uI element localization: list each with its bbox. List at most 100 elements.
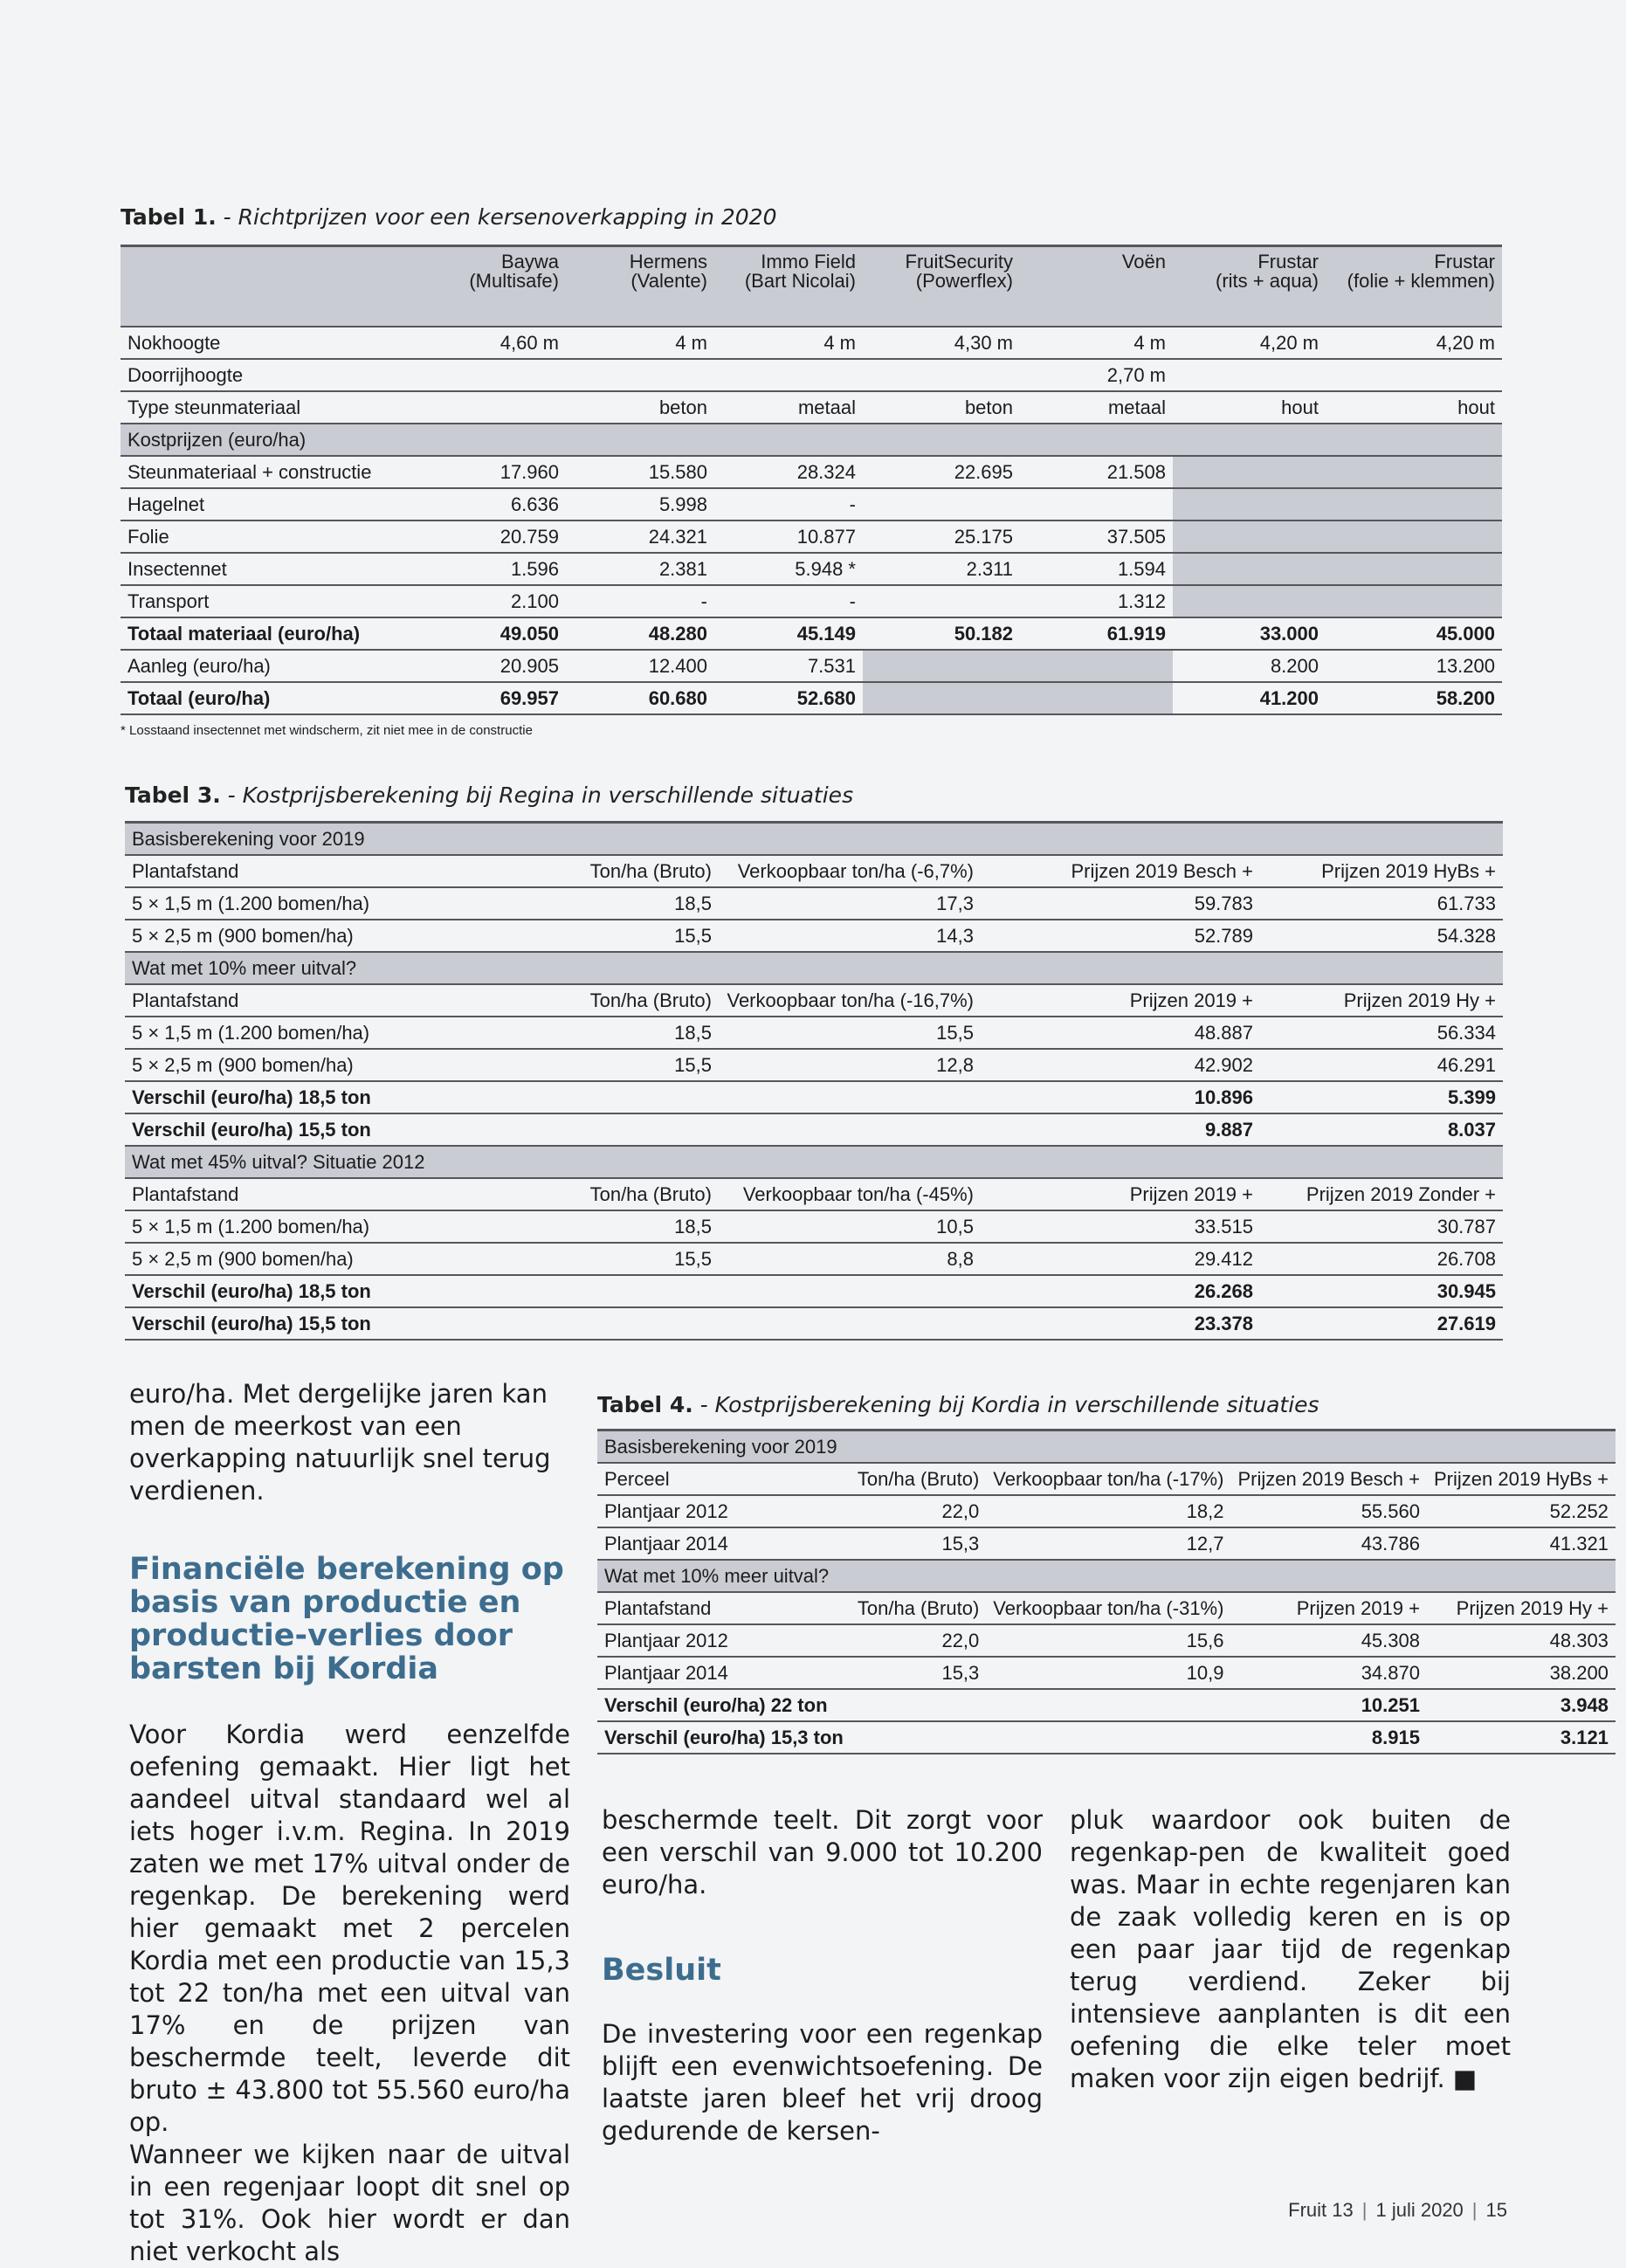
table-row: Totaal (euro/ha) 69.957 60.680 52.680 41.200… (121, 682, 1502, 715)
cell: 10.896 (981, 1081, 1260, 1114)
header-cell: Hermens (Valente) (566, 245, 714, 327)
row-label: Totaal materiaal (euro/ha) (121, 617, 417, 651)
cell: 56.334 (1260, 1017, 1503, 1050)
cell: 5.399 (1260, 1081, 1503, 1114)
table-row: Basisberekening voor 2019 (597, 1430, 1616, 1464)
cell: 1.596 (417, 553, 566, 586)
row-label: 5 × 1,5 m (1.200 bomen/ha) (125, 1210, 457, 1244)
cell: 61.733 (1260, 887, 1503, 920)
cell: Prijzen 2019 Besch + (1230, 1463, 1427, 1496)
section-heading: Besluit (602, 1953, 721, 1988)
cell (1326, 456, 1502, 489)
cell: 4,30 m (863, 327, 1020, 360)
cell: beton (566, 391, 714, 424)
cell (1020, 488, 1173, 521)
date: 1 juli 2020 (1375, 2199, 1464, 2221)
caption-label: Tabel 3. (125, 782, 221, 808)
table-row: Wat met 45% uitval? Situatie 2012 (125, 1146, 1503, 1179)
cell: 41.321 (1426, 1527, 1616, 1561)
cell: 41.200 (1173, 682, 1326, 715)
cell: 34.870 (1230, 1657, 1427, 1690)
table-row: Plantafstand Ton/ha (Bruto) Verkoopbaar to… (125, 984, 1503, 1017)
cell: 18,2 (986, 1495, 1231, 1528)
cell: 43.786 (1230, 1527, 1427, 1561)
header-cell: Voën (1020, 245, 1173, 327)
cell (986, 1721, 1231, 1754)
cell: 8.200 (1173, 650, 1326, 683)
table-row: Plantjaar 2014 15,3 10,9 34.870 38.200 (597, 1657, 1616, 1690)
table-row: 5 × 2,5 m (900 bomen/ha) 15,5 8,8 29.412 26.… (125, 1243, 1503, 1276)
cell: 27.619 (1260, 1307, 1503, 1341)
cell: Verkoopbaar ton/ha (-31%) (986, 1592, 1231, 1625)
cell: 45.308 (1230, 1624, 1427, 1658)
cell (863, 488, 1020, 521)
row-label: Verschil (euro/ha) 22 ton (597, 1689, 851, 1722)
cell: 2.381 (566, 553, 714, 586)
cell: 9.887 (981, 1113, 1260, 1147)
cell: 26.268 (981, 1275, 1260, 1308)
cell: 48.887 (981, 1017, 1260, 1050)
cell: 42.902 (981, 1049, 1260, 1082)
cell: beton (863, 391, 1020, 424)
row-label: Plantafstand (125, 1178, 457, 1211)
cell: Prijzen 2019 Zonder + (1260, 1178, 1503, 1211)
caption-text: - Kostprijsberekening bij Regina in vers… (227, 782, 854, 808)
row-label: Steunmateriaal + constructie (121, 456, 417, 489)
header-cell: Frustar (rits + aqua) (1173, 245, 1326, 327)
table-row: 5 × 1,5 m (1.200 bomen/ha) 18,5 17,3 59.783… (125, 887, 1503, 920)
table-row: Verschil (euro/ha) 15,3 ton 8.915 3.121 (597, 1721, 1616, 1754)
cell: Verkoopbaar ton/ha (-6,7%) (719, 855, 981, 888)
cell (986, 1689, 1231, 1722)
paragraph: De investering voor een regenkap blijft … (602, 2019, 1043, 2146)
table-row: Folie 20.759 24.321 10.877 25.175 37.505 (121, 520, 1502, 554)
cell: 8.915 (1230, 1721, 1427, 1754)
row-label: Hagelnet (121, 488, 417, 521)
paragraph: beschermde teelt. Dit zorgt voor een ver… (602, 1805, 1043, 1899)
cell (719, 1307, 981, 1341)
cell: Ton/ha (Bruto) (850, 1463, 987, 1496)
cell: 38.200 (1426, 1657, 1616, 1690)
cell: 69.957 (417, 682, 566, 715)
cell: 4 m (1020, 327, 1173, 360)
cell (1173, 359, 1326, 392)
cell: 52.680 (714, 682, 863, 715)
cell: 29.412 (981, 1243, 1260, 1276)
cell: 24.321 (566, 520, 714, 554)
cell: 30.787 (1260, 1210, 1503, 1244)
cell: - (566, 585, 714, 618)
cell: 15,5 (719, 1017, 981, 1050)
cell: 12,8 (719, 1049, 981, 1082)
cell: 5.998 (566, 488, 714, 521)
cell: Ton/ha (Bruto) (457, 1178, 719, 1211)
header-cell: Frustar (folie + klemmen) (1326, 245, 1502, 327)
table-row: Insectennet 1.596 2.381 5.948 * 2.311 1.594 (121, 553, 1502, 586)
cell (1173, 553, 1326, 586)
row-label: Plantjaar 2014 (597, 1527, 851, 1561)
table-row: Kostprijzen (euro/ha) (121, 424, 1502, 457)
cell: 4,20 m (1173, 327, 1326, 360)
cell: 18,5 (457, 887, 719, 920)
section-heading: Financiële berekening op basis van produ… (129, 1552, 564, 1686)
table: Basisberekening voor 2019 Plantafstand Ton… (125, 821, 1503, 1341)
table-row: Verschil (euro/ha) 15,5 ton 9.887 8.037 (125, 1113, 1503, 1147)
cell: Ton/ha (Bruto) (850, 1592, 987, 1625)
cell: 25.175 (863, 520, 1020, 554)
cell: 10.251 (1230, 1689, 1427, 1722)
cell (1173, 520, 1326, 554)
cell: 15.580 (566, 456, 714, 489)
row-label: Nokhoogte (121, 327, 417, 360)
cell: 28.324 (714, 456, 863, 489)
row-label: Plantjaar 2012 (597, 1624, 851, 1658)
table-caption: Tabel 3. - Kostprijsberekening bij Regin… (125, 782, 853, 808)
cell (863, 585, 1020, 618)
cell: 4 m (566, 327, 714, 360)
row-label: Verschil (euro/ha) 15,3 ton (597, 1721, 851, 1754)
cell: 15,5 (457, 1049, 719, 1082)
caption-label: Tabel 4. (597, 1392, 693, 1417)
table-row: Hagelnet 6.636 5.998- (121, 488, 1502, 521)
cell: 60.680 (566, 682, 714, 715)
header-cell: FruitSecurity (Powerflex) (863, 245, 1020, 327)
table-row: Wat met 10% meer uitval? (125, 952, 1503, 985)
cell (719, 1081, 981, 1114)
